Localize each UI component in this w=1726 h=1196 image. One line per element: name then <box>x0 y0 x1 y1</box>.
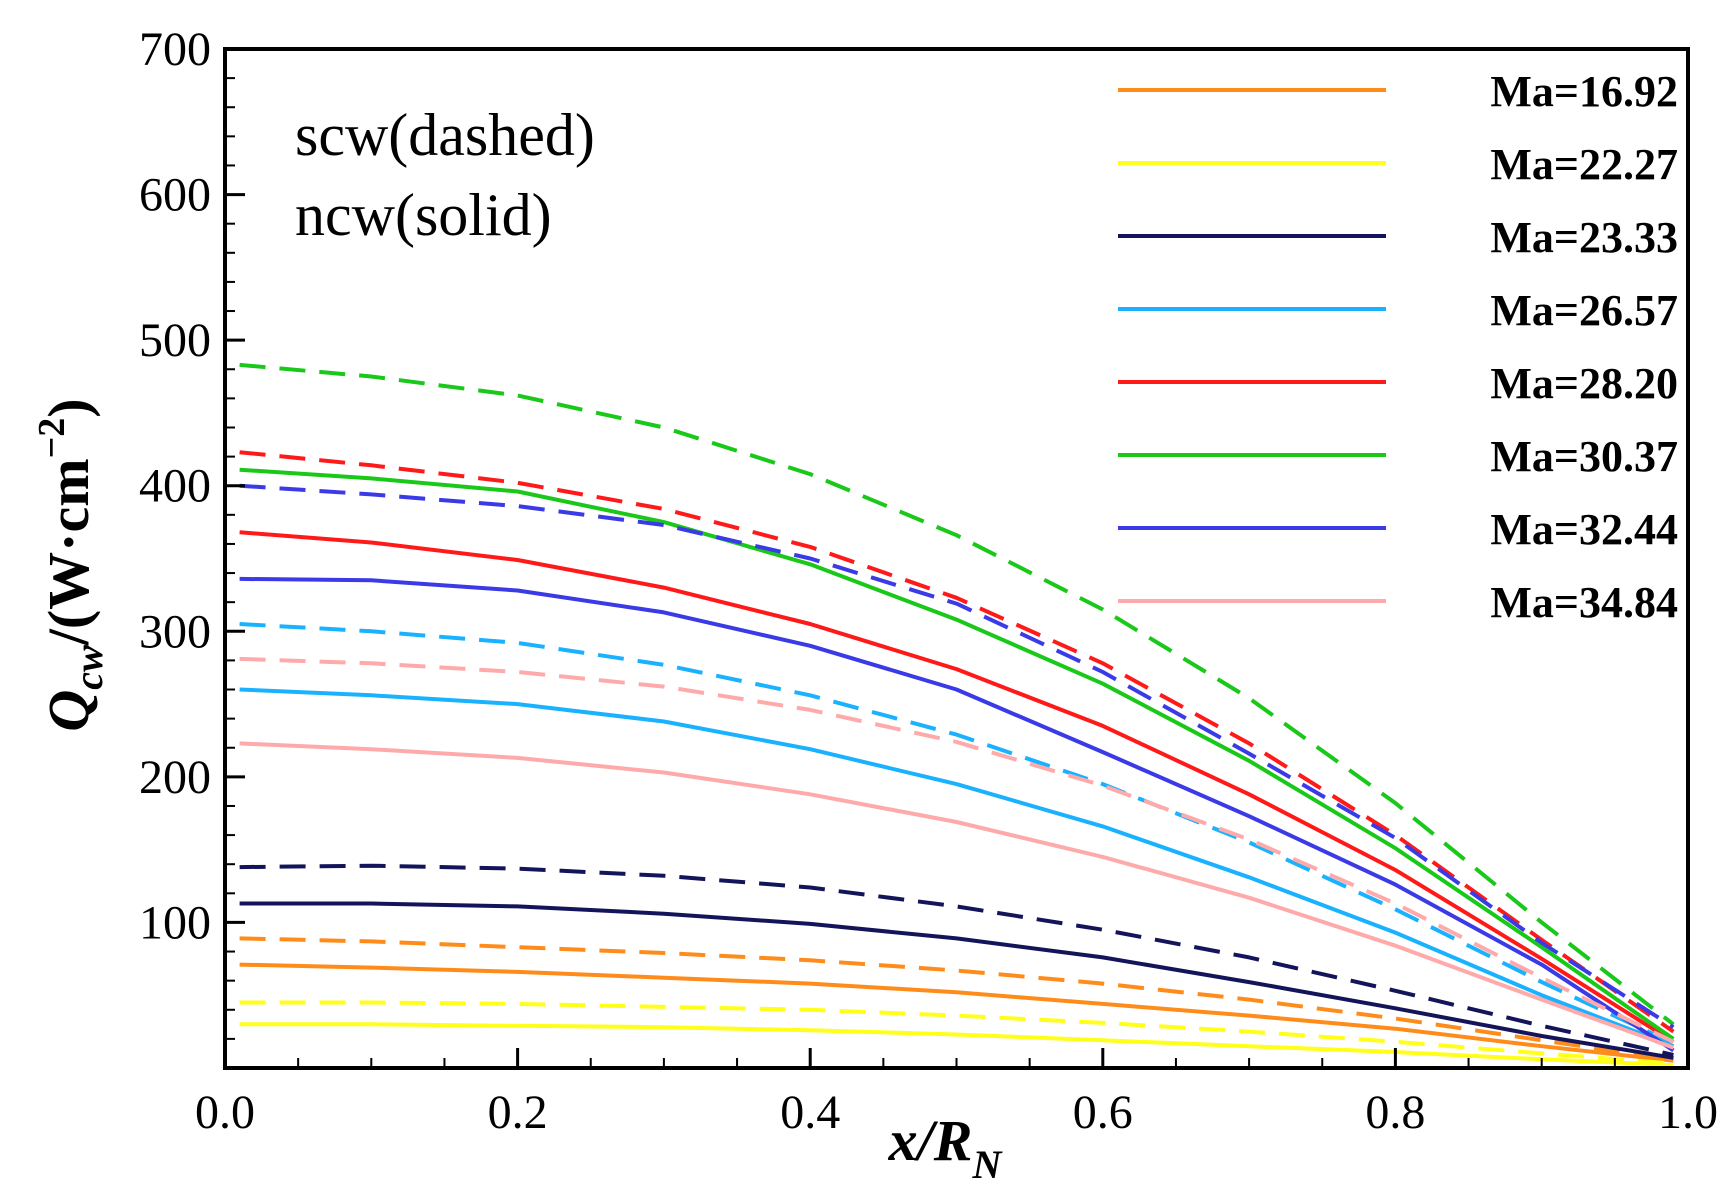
series-line-ma-34-84-solid <box>239 741 1675 1050</box>
x-axis-title-sub: N <box>971 1142 1003 1187</box>
series-line-ma-32-44-solid <box>239 576 1675 1053</box>
series-line-ma-28-20-solid <box>239 530 1675 1044</box>
y-axis-title-sub: cw <box>66 645 111 690</box>
y-axis-title-exp: −2 <box>31 418 73 459</box>
y-axis-title-q: Q <box>36 690 101 732</box>
y-tick-label: 600 <box>139 169 211 222</box>
x-tick-label: 0.6 <box>1073 1086 1133 1139</box>
x-tick-label: 0.2 <box>488 1086 548 1139</box>
legend-label: Ma=22.27 <box>1490 140 1678 189</box>
series-line-ma-26-57-dashed <box>239 622 1675 1046</box>
annotation-scw: scw(dashed) <box>295 102 595 168</box>
legend-label: Ma=16.92 <box>1490 67 1678 116</box>
legend-label: Ma=30.37 <box>1490 432 1678 481</box>
y-tick-label: 500 <box>139 314 211 367</box>
y-tick-label: 100 <box>139 896 211 949</box>
y-tick-label: 300 <box>139 605 211 658</box>
legend-label: Ma=23.33 <box>1490 213 1678 262</box>
x-axis-title-var: R <box>933 1108 973 1173</box>
x-tick-label: 1.0 <box>1658 1086 1718 1139</box>
legend-label: Ma=28.20 <box>1490 359 1678 408</box>
series-line-ma-16-92-solid <box>239 962 1674 1063</box>
series-line-ma-16-92-dashed <box>239 936 1674 1062</box>
series-layer <box>239 362 1675 1068</box>
series-line-ma-34-84-dashed <box>239 656 1675 1044</box>
y-tick-label: 400 <box>139 460 211 513</box>
x-tick-label: 0.0 <box>195 1086 255 1139</box>
y-axis-title-close: ) <box>36 398 101 417</box>
annotation-ncw: ncw(solid) <box>295 182 552 248</box>
series-line-ma-30-37-solid <box>239 467 1675 1041</box>
y-axis-title-unit: /(W·cm <box>36 458 101 646</box>
series-line-ma-26-57-solid <box>239 687 1675 1049</box>
y-axis-title: Qcw/(W·cm−2) <box>31 398 111 731</box>
series-line-ma-28-20-dashed <box>239 450 1675 1034</box>
series-line-ma-22-27-solid <box>239 1022 1674 1068</box>
legend-label: Ma=32.44 <box>1490 505 1678 554</box>
x-axis-title-main: x <box>888 1108 918 1173</box>
legend: Ma=16.92 Ma=22.27 Ma=23.33 Ma=26.57 Ma=28.20… <box>1118 67 1678 627</box>
series-line-ma-32-44-dashed <box>239 483 1675 1029</box>
x-tick-label: 0.4 <box>780 1086 840 1139</box>
x-axis-title: x/RN <box>888 1108 1004 1187</box>
legend-label: Ma=34.84 <box>1490 578 1678 627</box>
series-line-ma-23-33-dashed <box>239 863 1674 1057</box>
x-tick-label: 0.8 <box>1365 1086 1425 1139</box>
series-line-ma-30-37-dashed <box>239 362 1675 1026</box>
legend-label: Ma=26.57 <box>1490 286 1678 335</box>
axes-layer: 0.0 0.2 0.4 0.6 0.8 1.0 100 200 300 400 500 600 700 <box>139 23 1718 1139</box>
y-tick-label: 700 <box>139 23 211 76</box>
series-line-ma-22-27-dashed <box>239 1000 1674 1066</box>
series-line-ma-23-33-solid <box>239 901 1674 1060</box>
y-tick-label: 200 <box>139 751 211 804</box>
